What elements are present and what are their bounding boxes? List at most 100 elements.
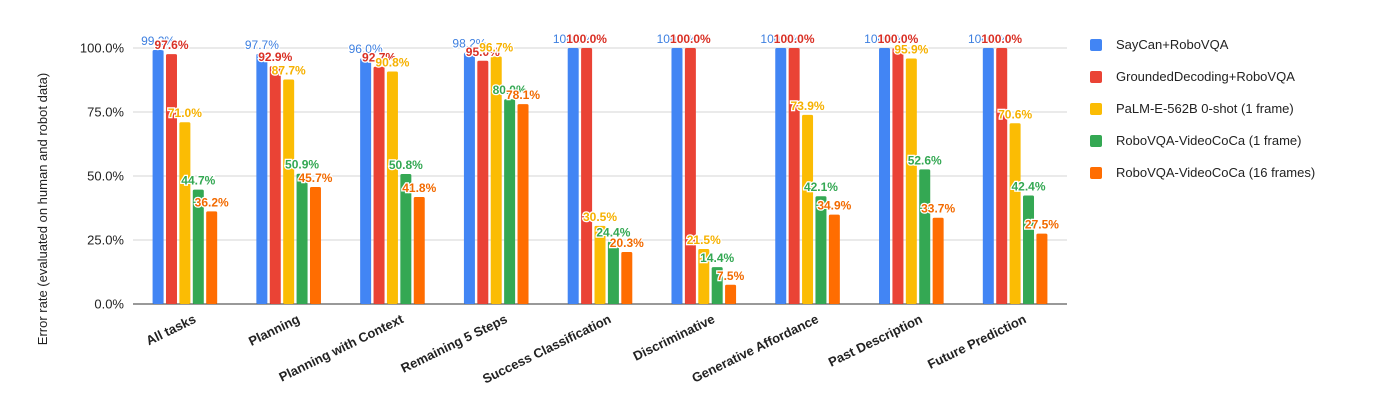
bars xyxy=(152,48,1048,305)
bar xyxy=(698,248,710,304)
legend-item[interactable]: PaLM-E-562B 0-shot (1 frame) xyxy=(1090,98,1315,119)
bar xyxy=(360,58,372,304)
data-label: 98.2% xyxy=(452,37,486,51)
bar xyxy=(775,48,787,304)
bar xyxy=(463,52,475,304)
x-tick-label: All tasks xyxy=(144,311,199,348)
data-label: 50.8% xyxy=(389,158,423,172)
data-label: 42.1% xyxy=(804,180,838,194)
data-label: 87.7% xyxy=(272,63,306,77)
bar xyxy=(815,196,827,304)
data-label: 30.5% xyxy=(583,210,617,224)
data-label: 7.5% xyxy=(717,269,745,283)
data-label: 78.1% xyxy=(506,88,540,102)
bar xyxy=(504,99,516,304)
data-label: 96.7% xyxy=(479,40,513,54)
data-label: 100.0% xyxy=(553,32,594,46)
data-label: 24.4% xyxy=(596,226,630,240)
y-tick-label: 75.0% xyxy=(87,105,124,120)
data-label: 95.9% xyxy=(894,42,928,56)
bar xyxy=(982,48,994,304)
data-label: 14.4% xyxy=(700,251,734,265)
bar xyxy=(621,252,633,304)
legend-item[interactable]: RoboVQA-VideoCoCa (16 frames) xyxy=(1090,162,1315,183)
bar xyxy=(905,58,917,304)
legend-label: GroundedDecoding+RoboVQA xyxy=(1116,69,1295,84)
data-label: 100.0% xyxy=(864,32,905,46)
bar xyxy=(567,48,579,304)
bar xyxy=(932,217,944,304)
y-axis-ticks: 0.0% 25.0% 50.0% 75.0% 100.0% xyxy=(80,41,125,312)
data-label: 45.7% xyxy=(298,171,332,185)
bar xyxy=(152,50,164,304)
data-label: 70.6% xyxy=(998,107,1032,121)
bar xyxy=(581,48,593,304)
bar xyxy=(892,48,904,304)
data-label: 71.0% xyxy=(168,106,202,120)
data-label: 100.0% xyxy=(760,32,801,46)
data-label: 33.7% xyxy=(921,202,955,216)
data-label: 97.7% xyxy=(245,38,279,52)
bar xyxy=(802,114,814,304)
data-label: 41.8% xyxy=(402,181,436,195)
data-label: 44.7% xyxy=(181,174,215,188)
bar xyxy=(400,173,412,304)
bar xyxy=(996,48,1008,304)
bar xyxy=(283,79,295,304)
data-labels: 99.2%97.6% 71.0% 44.7% 36.2% 97.7%92.9%87.7%… xyxy=(140,31,1061,284)
x-tick-label: Future Prediction xyxy=(925,311,1028,372)
bar xyxy=(165,54,177,305)
y-tick-label: 50.0% xyxy=(87,169,124,184)
bar xyxy=(192,189,204,304)
bar xyxy=(1023,195,1035,304)
bar xyxy=(179,122,191,305)
bar xyxy=(594,225,606,304)
bar xyxy=(1036,233,1048,304)
legend-item[interactable]: GroundedDecoding+RoboVQA xyxy=(1090,66,1315,87)
bar xyxy=(919,169,931,304)
bar xyxy=(490,56,502,304)
data-label: 99.2% xyxy=(141,34,175,48)
bar xyxy=(256,53,268,304)
bar xyxy=(828,214,840,304)
legend: SayCan+RoboVQA GroundedDecoding+RoboVQA Pa… xyxy=(1090,34,1315,194)
y-axis-label: Error rate (evaluated on human and robot… xyxy=(35,73,50,345)
data-label: 96.0% xyxy=(349,42,383,56)
data-label: 92.9% xyxy=(258,50,292,64)
bar xyxy=(269,66,281,305)
bar xyxy=(206,211,218,304)
legend-label: RoboVQA-VideoCoCa (16 frames) xyxy=(1116,165,1316,180)
legend-item[interactable]: SayCan+RoboVQA xyxy=(1090,34,1315,55)
x-tick-label: Past Description xyxy=(826,311,925,369)
x-tick-label: Discriminative xyxy=(631,311,717,363)
data-label: 100.0% xyxy=(968,32,1009,46)
bar xyxy=(725,284,737,304)
legend-swatch xyxy=(1090,134,1102,147)
legend-item[interactable]: RoboVQA-VideoCoCa (1 frame) xyxy=(1090,130,1315,151)
bar xyxy=(413,196,425,304)
y-tick-label: 25.0% xyxy=(87,233,124,248)
data-label: 100.0% xyxy=(670,32,711,46)
legend-swatch xyxy=(1090,102,1102,115)
legend-label: RoboVQA-VideoCoCa (1 frame) xyxy=(1116,133,1302,148)
legend-label: SayCan+RoboVQA xyxy=(1116,37,1229,52)
data-label: 27.5% xyxy=(1025,218,1059,232)
y-tick-label: 100.0% xyxy=(80,41,125,56)
bar xyxy=(309,187,321,304)
data-label: 73.9% xyxy=(791,99,825,113)
bar xyxy=(373,66,385,304)
data-label: 20.3% xyxy=(610,236,644,250)
bar xyxy=(684,48,696,304)
data-label: 80.0% xyxy=(493,83,527,97)
legend-swatch xyxy=(1090,166,1102,179)
legend-label: PaLM-E-562B 0-shot (1 frame) xyxy=(1116,101,1294,116)
bar xyxy=(879,48,891,304)
x-tick-label: Planning xyxy=(246,311,302,349)
bar xyxy=(296,173,308,304)
bar xyxy=(711,267,723,304)
data-label: 90.8% xyxy=(375,56,409,70)
data-label: 21.5% xyxy=(687,233,721,247)
data-label: 100.0% xyxy=(566,32,607,46)
